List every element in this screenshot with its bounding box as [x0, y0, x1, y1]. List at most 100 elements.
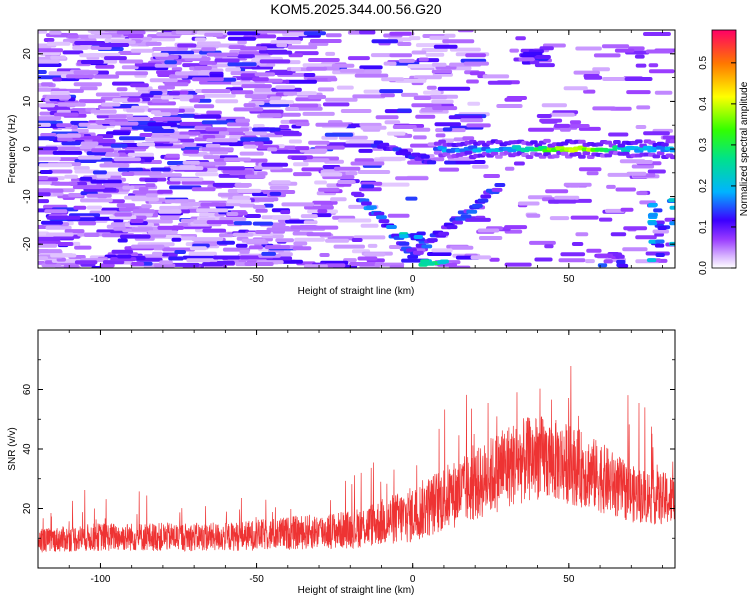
y-tick-label: 20	[22, 48, 33, 60]
spectrogram-cell	[239, 249, 250, 254]
spectrogram-cell	[345, 140, 377, 145]
spectrogram-cell	[52, 150, 83, 155]
spectrogram-cell	[478, 236, 503, 240]
spectrogram-cell	[302, 63, 336, 68]
spectrogram-cell	[354, 158, 374, 163]
spectrogram-cell	[98, 43, 130, 47]
spectrogram-cell	[418, 57, 429, 62]
spectrogram-cell	[253, 124, 265, 128]
spectrogram-cell	[598, 217, 613, 222]
spectrogram-cell	[38, 163, 73, 168]
spectrogram-cell	[218, 131, 230, 136]
spectrogram-cell	[655, 220, 665, 225]
spectrogram-cell	[49, 30, 62, 35]
spectrogram-cell	[113, 157, 142, 162]
spectrogram-cell	[477, 198, 489, 203]
spectrogram-cell	[603, 259, 613, 264]
spectrogram-cell	[182, 160, 200, 165]
spectrogram-cell	[302, 111, 335, 116]
spectrogram-cell	[50, 55, 67, 60]
spectrogram-cell	[120, 234, 151, 239]
spectrogram-cell	[222, 169, 253, 174]
colorbar-tick-label: 0.2	[698, 179, 709, 193]
spectrogram-cell	[322, 102, 350, 107]
spectrogram-cell	[317, 87, 335, 92]
spectrogram-cell	[254, 72, 276, 77]
spectrogram-cell	[293, 172, 312, 177]
spectrogram-cell	[206, 138, 238, 143]
spectrogram-cell	[563, 86, 588, 91]
spectrogram-cell	[53, 181, 78, 186]
spectrogram-cell	[130, 83, 149, 88]
spectrogram-cell	[92, 139, 116, 143]
spectrogram-cell	[72, 45, 89, 50]
spectrogram-cell	[108, 114, 127, 119]
spectrogram-cell	[73, 82, 102, 87]
colorbar-tick-label: 0.0	[698, 261, 709, 275]
spectrogram-cell	[200, 202, 227, 207]
spectrogram-cell	[331, 63, 355, 68]
spectrogram-cell	[130, 219, 144, 223]
spectrogram-cell	[661, 142, 669, 147]
spectrogram-cell	[635, 63, 647, 68]
spectrogram-cell	[407, 64, 436, 69]
spectrogram-cell	[96, 174, 111, 179]
spectrogram-cell	[132, 190, 164, 195]
spectrogram-cell	[389, 53, 413, 58]
spectrogram-cell	[177, 43, 197, 48]
spectrogram-cell	[278, 252, 293, 257]
spectrogram-cell	[306, 66, 328, 71]
spectrogram-cell	[39, 170, 53, 174]
spectrogram-cell	[462, 136, 475, 141]
spectrogram-cell	[636, 105, 651, 110]
spectrogram-cell	[38, 199, 50, 204]
spectrogram-cell	[380, 93, 395, 98]
spectrogram-cell	[147, 122, 177, 127]
spectrogram-cell	[366, 205, 377, 210]
spectrogram-cell	[239, 203, 255, 208]
spectrogram-cell	[669, 221, 675, 226]
spectrogram-cell	[259, 59, 291, 64]
spectrogram-cell	[255, 208, 268, 213]
colorbar: 0.0 0.1 0.2 0.3 0.4 0.5 Normalized spectral a…	[698, 29, 750, 275]
spectrogram-cell	[466, 123, 491, 128]
snr-xlabel: Height of straight line (km)	[298, 585, 415, 596]
spectrogram-cell	[349, 262, 376, 266]
spectrogram-cell	[151, 52, 169, 57]
spectrogram-cell	[549, 112, 575, 117]
spectrogram-cell	[141, 204, 152, 209]
snr-panel: -100 -50 0 50 20 40 60 Height of straight line…	[7, 329, 676, 596]
spectrogram-cell	[513, 161, 525, 166]
spectrogram-cell	[606, 184, 616, 189]
spectrogram-cell	[292, 246, 312, 251]
spectrogram-cell	[77, 155, 102, 160]
spectrogram-cell	[495, 154, 503, 159]
spectrogram-cell	[363, 252, 386, 257]
spectrogram-cell	[469, 71, 486, 76]
spectrogram-cell	[541, 103, 567, 108]
spectrogram-cell	[193, 114, 222, 119]
spectrogram-cell	[295, 122, 310, 127]
spectrogram-cell	[586, 171, 599, 176]
spectrogram-cell	[48, 169, 73, 174]
spectrogram-cell	[291, 156, 307, 160]
spectrogram-cell	[182, 142, 197, 147]
spectrogram-cell	[452, 220, 464, 225]
spectrogram-cell	[438, 167, 460, 172]
spectrogram-cell	[56, 123, 72, 128]
spectrogram-cell	[472, 164, 489, 169]
spectrogram-cell	[263, 203, 274, 208]
spectrogram-cell	[73, 70, 99, 75]
spectrogram-cell	[117, 254, 132, 259]
spectrogram-cell	[164, 199, 189, 204]
spectrogram-cell	[647, 169, 666, 174]
spectrogram-cell	[477, 228, 500, 233]
spectrogram-cell	[252, 34, 277, 39]
spectrogram-cell	[336, 85, 354, 90]
spectrogram-cell	[359, 65, 383, 70]
spectrogram-cell	[168, 91, 181, 96]
spectrogram-cell	[280, 210, 291, 215]
spectrogram-cell	[227, 36, 256, 41]
spectrogram-cell	[216, 260, 235, 265]
spectrogram-cell	[324, 132, 354, 137]
